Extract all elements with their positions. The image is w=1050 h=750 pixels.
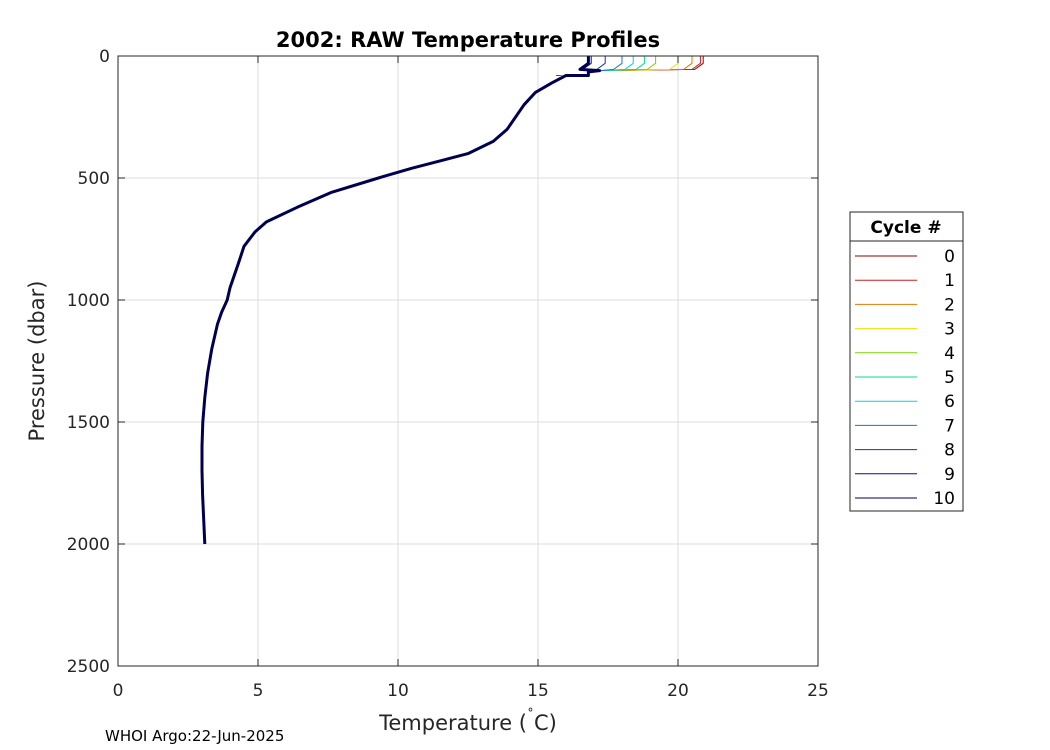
legend-label-cycle-5: 5 [944, 368, 955, 388]
x-tick-label: 10 [387, 681, 409, 701]
legend-label-cycle-10: 10 [933, 489, 955, 509]
y-tick-label: 2500 [67, 657, 110, 677]
x-axis-label-text: Temperature ( [378, 711, 527, 735]
legend-items: 0 1 2 3 4 5 6 7 8 9 10 [855, 247, 955, 509]
x-tick-label: 20 [667, 681, 689, 701]
legend-box [849, 211, 964, 512]
y-axis-ticks: 0 500 1000 1500 2000 2500 [67, 47, 818, 677]
axes-box [117, 55, 819, 667]
legend-label-cycle-2: 2 [944, 295, 955, 315]
y-axis-label: Pressure (dbar) [25, 281, 49, 442]
x-tick-label: 15 [527, 681, 549, 701]
legend-label-cycle-8: 8 [944, 441, 955, 461]
y-tick-label: 1500 [67, 413, 110, 433]
legend-label-cycle-7: 7 [944, 416, 955, 436]
plot-area [118, 56, 818, 666]
legend-title: Cycle # [870, 218, 941, 238]
legend: Cycle # 0 1 2 3 4 5 6 7 8 9 10 [849, 211, 964, 512]
legend-label-cycle-6: 6 [944, 392, 955, 412]
legend-label-cycle-0: 0 [944, 247, 955, 267]
chart-title: 2002: RAW Temperature Profiles [276, 28, 660, 52]
footer-credit: WHOI Argo:22-Jun-2025 [105, 727, 284, 745]
profile-line-cycle-10 [200, 56, 602, 545]
legend-label-cycle-4: 4 [944, 344, 955, 364]
legend-label-cycle-9: 9 [944, 465, 955, 485]
temperature-profiles [200, 56, 704, 545]
x-axis-label-unit: C) [534, 711, 557, 735]
x-tick-label: 25 [807, 681, 829, 701]
x-axis-label: Temperature (˚C) [378, 707, 557, 735]
grid-lines [118, 56, 818, 666]
x-axis-ticks: 0 5 10 15 20 25 [113, 56, 829, 701]
legend-label-cycle-3: 3 [944, 320, 955, 340]
y-tick-label: 0 [99, 47, 110, 67]
y-tick-label: 2000 [67, 535, 110, 555]
legend-label-cycle-1: 1 [944, 271, 955, 291]
x-axis-label-degree: ˚ [527, 707, 534, 724]
y-tick-label: 500 [78, 169, 110, 189]
x-tick-label: 5 [253, 681, 264, 701]
x-tick-label: 0 [113, 681, 124, 701]
y-tick-label: 1000 [67, 291, 110, 311]
